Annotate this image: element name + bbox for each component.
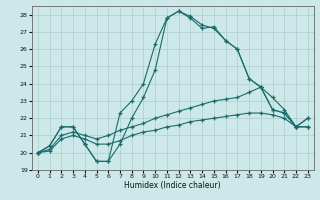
- X-axis label: Humidex (Indice chaleur): Humidex (Indice chaleur): [124, 181, 221, 190]
